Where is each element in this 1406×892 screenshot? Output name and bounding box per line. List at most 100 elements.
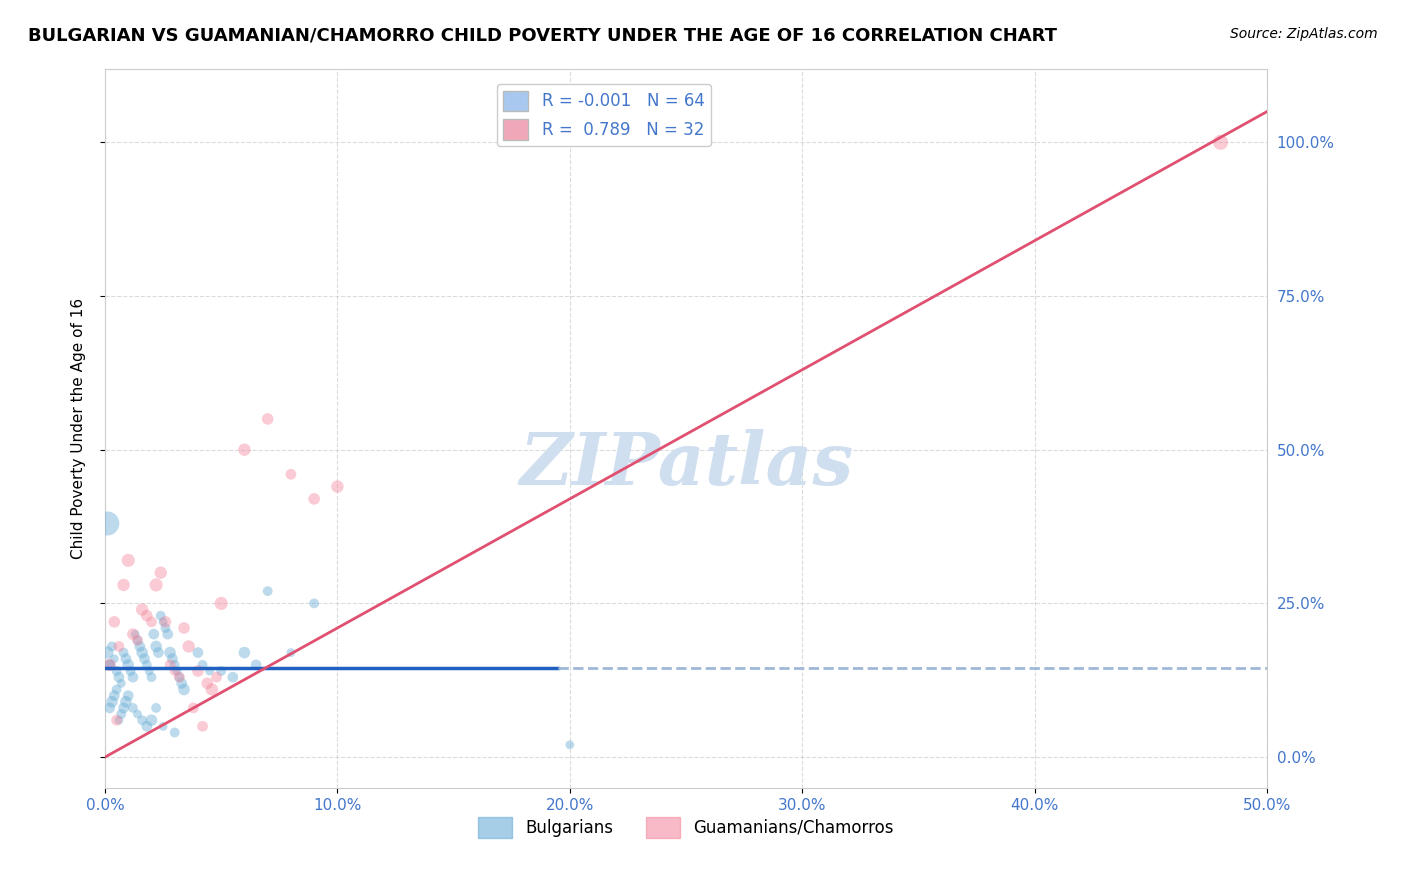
- Point: [108, 640, 131, 654]
- Point: [134, 651, 156, 665]
- Point: [127, 707, 149, 722]
- Point: [103, 689, 125, 703]
- Point: [191, 657, 214, 672]
- Point: [110, 707, 132, 722]
- Point: [98, 657, 121, 672]
- Point: [152, 719, 174, 733]
- Point: [124, 627, 146, 641]
- Point: [209, 664, 232, 678]
- Point: [201, 682, 224, 697]
- Point: [233, 442, 256, 457]
- Point: [169, 670, 191, 684]
- Text: Source: ZipAtlas.com: Source: ZipAtlas.com: [1230, 27, 1378, 41]
- Point: [145, 578, 167, 592]
- Point: [105, 664, 128, 678]
- Point: [98, 657, 121, 672]
- Point: [163, 664, 186, 678]
- Point: [558, 738, 581, 752]
- Text: ZIPatlas: ZIPatlas: [519, 429, 853, 500]
- Point: [181, 701, 204, 715]
- Point: [127, 633, 149, 648]
- Point: [120, 664, 142, 678]
- Point: [105, 682, 128, 697]
- Point: [195, 676, 218, 690]
- Point: [108, 713, 131, 727]
- Point: [101, 640, 124, 654]
- Point: [131, 646, 153, 660]
- Point: [1209, 136, 1232, 150]
- Point: [141, 670, 163, 684]
- Point: [302, 491, 325, 506]
- Point: [162, 651, 184, 665]
- Point: [142, 627, 165, 641]
- Point: [103, 651, 125, 665]
- Point: [103, 615, 125, 629]
- Point: [127, 633, 149, 648]
- Point: [98, 701, 121, 715]
- Point: [209, 596, 232, 610]
- Point: [148, 646, 170, 660]
- Point: [222, 670, 245, 684]
- Point: [122, 627, 145, 641]
- Point: [166, 664, 188, 678]
- Point: [187, 664, 209, 678]
- Point: [163, 657, 186, 672]
- Point: [159, 657, 181, 672]
- Point: [115, 651, 138, 665]
- Point: [280, 467, 302, 482]
- Point: [131, 713, 153, 727]
- Point: [117, 657, 139, 672]
- Point: [149, 608, 172, 623]
- Point: [131, 602, 153, 616]
- Point: [198, 664, 221, 678]
- Point: [256, 584, 278, 599]
- Point: [135, 719, 157, 733]
- Point: [187, 646, 209, 660]
- Point: [122, 701, 145, 715]
- Point: [96, 646, 118, 660]
- Point: [233, 646, 256, 660]
- Point: [302, 596, 325, 610]
- Legend: Bulgarians, Guamanians/Chamorros: Bulgarians, Guamanians/Chamorros: [472, 811, 900, 844]
- Point: [117, 553, 139, 567]
- Point: [159, 646, 181, 660]
- Point: [112, 701, 135, 715]
- Point: [256, 412, 278, 426]
- Point: [280, 646, 302, 660]
- Point: [245, 657, 267, 672]
- Point: [173, 682, 195, 697]
- Point: [205, 670, 228, 684]
- Point: [191, 719, 214, 733]
- Point: [122, 670, 145, 684]
- Point: [105, 713, 128, 727]
- Point: [98, 657, 121, 672]
- Point: [326, 479, 349, 493]
- Point: [152, 615, 174, 629]
- Point: [155, 621, 177, 635]
- Point: [145, 640, 167, 654]
- Point: [141, 615, 163, 629]
- Point: [173, 621, 195, 635]
- Point: [117, 689, 139, 703]
- Point: [141, 713, 163, 727]
- Point: [145, 701, 167, 715]
- Point: [112, 578, 135, 592]
- Point: [115, 695, 138, 709]
- Text: BULGARIAN VS GUAMANIAN/CHAMORRO CHILD POVERTY UNDER THE AGE OF 16 CORRELATION CH: BULGARIAN VS GUAMANIAN/CHAMORRO CHILD PO…: [28, 27, 1057, 45]
- Point: [155, 615, 177, 629]
- Point: [169, 670, 191, 684]
- Point: [108, 670, 131, 684]
- Point: [149, 566, 172, 580]
- Point: [101, 695, 124, 709]
- Point: [138, 664, 160, 678]
- Y-axis label: Child Poverty Under the Age of 16: Child Poverty Under the Age of 16: [72, 298, 86, 558]
- Point: [112, 646, 135, 660]
- Point: [156, 627, 179, 641]
- Point: [110, 676, 132, 690]
- Point: [96, 516, 118, 531]
- Point: [135, 608, 157, 623]
- Point: [177, 640, 200, 654]
- Point: [128, 640, 150, 654]
- Point: [170, 676, 193, 690]
- Point: [163, 725, 186, 739]
